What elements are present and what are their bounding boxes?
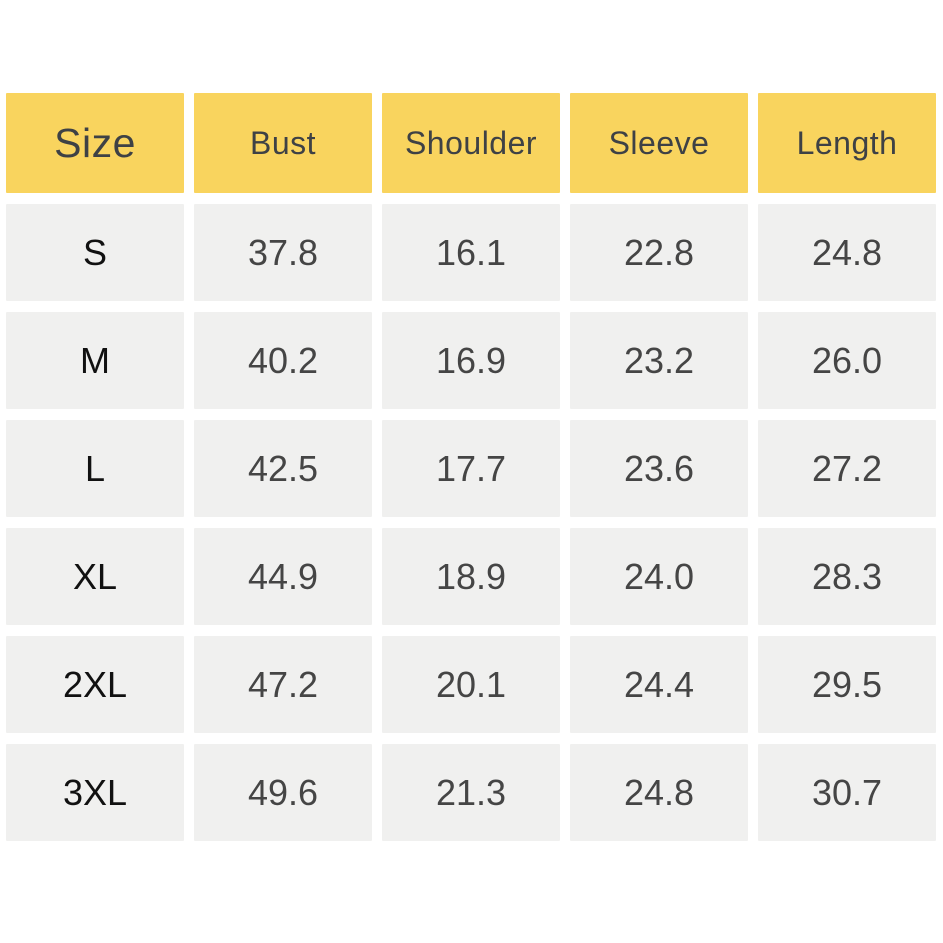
value-cell: 47.2	[194, 636, 372, 733]
value-cell: 18.9	[382, 528, 560, 625]
size-cell-xl: XL	[6, 528, 184, 625]
value-cell: 44.9	[194, 528, 372, 625]
value-cell: 20.1	[382, 636, 560, 733]
size-cell-3xl: 3XL	[6, 744, 184, 841]
value-cell: 28.3	[758, 528, 936, 625]
value-cell: 29.5	[758, 636, 936, 733]
value-cell: 26.0	[758, 312, 936, 409]
header-cell-shoulder: Shoulder	[382, 93, 560, 193]
value-cell: 24.8	[570, 744, 748, 841]
value-cell: 23.2	[570, 312, 748, 409]
header-cell-size: Size	[6, 93, 184, 193]
value-cell: 42.5	[194, 420, 372, 517]
size-cell-s: S	[6, 204, 184, 301]
size-cell-2xl: 2XL	[6, 636, 184, 733]
value-cell: 49.6	[194, 744, 372, 841]
header-cell-length: Length	[758, 93, 936, 193]
value-cell: 16.9	[382, 312, 560, 409]
value-cell: 30.7	[758, 744, 936, 841]
header-cell-bust: Bust	[194, 93, 372, 193]
value-cell: 27.2	[758, 420, 936, 517]
size-cell-l: L	[6, 420, 184, 517]
value-cell: 37.8	[194, 204, 372, 301]
value-cell: 24.8	[758, 204, 936, 301]
value-cell: 24.4	[570, 636, 748, 733]
header-cell-sleeve: Sleeve	[570, 93, 748, 193]
value-cell: 24.0	[570, 528, 748, 625]
value-cell: 22.8	[570, 204, 748, 301]
value-cell: 16.1	[382, 204, 560, 301]
value-cell: 40.2	[194, 312, 372, 409]
size-chart-table: Size Bust Shoulder Sleeve Length S 37.8 …	[6, 93, 936, 841]
value-cell: 21.3	[382, 744, 560, 841]
value-cell: 23.6	[570, 420, 748, 517]
value-cell: 17.7	[382, 420, 560, 517]
size-cell-m: M	[6, 312, 184, 409]
